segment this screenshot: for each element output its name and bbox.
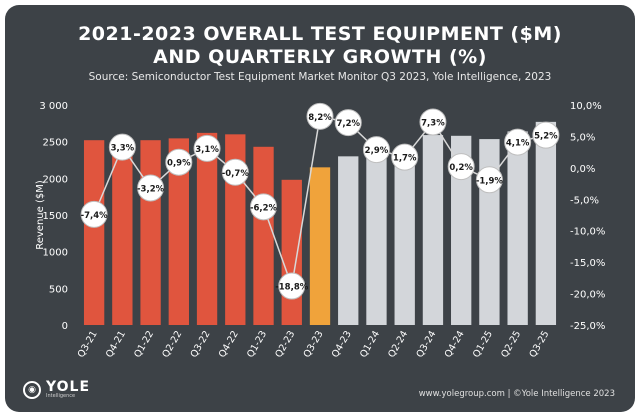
x-tick-label: Q3-25	[527, 329, 551, 360]
growth-point	[532, 121, 560, 149]
revenue-bar	[309, 167, 331, 325]
y2-tick-label: 10,0%	[570, 101, 602, 112]
revenue-bar	[168, 138, 189, 325]
revenue-bar	[281, 179, 302, 325]
x-tick-label: Q3-21	[76, 329, 100, 360]
y-tick-label: 0	[62, 321, 68, 332]
growth-point	[108, 133, 136, 161]
revenue-bar	[366, 151, 387, 325]
growth-point	[504, 128, 532, 156]
growth-data-label: 0,2%	[449, 163, 473, 173]
growth-data-label: -7,4%	[81, 211, 109, 221]
growth-point	[80, 200, 108, 228]
growth-data-label: 7,3%	[421, 118, 445, 128]
y-axis-label: Revenue ($M)	[35, 180, 46, 250]
growth-point	[362, 136, 390, 164]
y2-tick-label: -25,0%	[570, 321, 605, 332]
growth-point	[419, 108, 447, 136]
x-tick-label: Q2-24	[386, 329, 410, 360]
y-tick-label: 1000	[43, 248, 68, 259]
growth-data-label: -6,2%	[250, 203, 278, 213]
growth-data-label: 0,9%	[167, 159, 191, 169]
y2-tick-label: -5,0%	[570, 195, 599, 206]
revenue-bar	[422, 135, 444, 325]
x-tick-label: Q3-23	[302, 329, 326, 360]
growth-data-label: 3,1%	[195, 145, 219, 155]
logo-tagline: Intelligence	[46, 393, 76, 399]
chart-title-line2: AND QUARTERLY GROWTH (%)	[153, 46, 487, 68]
y2-tick-label: -10,0%	[570, 227, 605, 238]
combo-chart: 0 500 1000 1500 2000 2500 3 000 -25,0% -20,0% -15…	[35, 101, 605, 360]
y-tick-label: 1500	[43, 211, 68, 222]
y2-tick-label: 5,0%	[570, 132, 595, 143]
growth-data-label: 5,2%	[534, 132, 558, 142]
growth-data-label: 1,7%	[393, 154, 417, 164]
y-tick-label: 2000	[43, 174, 68, 185]
growth-data-label: -1,9%	[476, 176, 504, 186]
x-tick-label: Q2-25	[499, 329, 523, 360]
x-tick-label: Q2-22	[160, 329, 184, 360]
x-tick-label: Q1-25	[471, 329, 495, 360]
x-tick-label: Q4-22	[217, 329, 241, 360]
growth-point	[193, 134, 221, 162]
x-tick-label: Q4-24	[443, 329, 467, 360]
growth-data-label: 4,1%	[506, 139, 530, 149]
revenue-bar	[394, 148, 415, 325]
revenue-bar	[338, 156, 359, 325]
growth-data-label: 8,2%	[308, 113, 332, 123]
x-tick-label: Q4-21	[104, 329, 128, 360]
chart-source: Source: Semiconductor Test Equipment Mar…	[88, 71, 552, 83]
y-tick-label: 2500	[43, 138, 68, 149]
growth-point	[250, 193, 278, 221]
y2-tick-label: 0,0%	[570, 164, 595, 175]
y-tick-label: 500	[49, 284, 68, 295]
growth-data-label: -0,7%	[222, 169, 250, 179]
x-tick-label: Q3-24	[414, 329, 438, 360]
growth-point	[306, 102, 334, 130]
growth-point	[221, 158, 249, 186]
x-tick-label: Q2-23	[273, 329, 297, 360]
revenue-bar	[253, 146, 274, 325]
revenue-bar	[535, 121, 557, 325]
x-tick-label: Q1-24	[358, 329, 382, 360]
logo-icon: ◉	[23, 380, 41, 399]
revenue-bar	[451, 135, 472, 325]
growth-data-label: 2,9%	[365, 146, 389, 156]
logo-name: YOLE	[46, 379, 91, 395]
growth-point	[475, 166, 503, 194]
y2-tick-label: -20,0%	[570, 290, 605, 301]
y2-tick-label: -15,0%	[570, 258, 605, 269]
yole-logo: ◉ YOLE Intelligence	[23, 380, 90, 399]
growth-data-label: 3,3%	[111, 144, 135, 154]
x-tick-label: Q1-23	[245, 329, 269, 360]
growth-point	[165, 148, 193, 176]
chart-frame: 2021-2023 OVERALL TEST EQUIPMENT ($M) AN…	[5, 5, 635, 412]
growth-point	[137, 174, 165, 202]
growth-data-label: -3,2%	[137, 184, 165, 194]
x-tick-label: Q4-23	[330, 329, 354, 360]
y-tick-label: 3 000	[39, 101, 68, 112]
revenue-bar	[507, 131, 528, 325]
revenue-bar	[83, 140, 105, 325]
growth-point	[278, 272, 306, 300]
growth-point	[447, 153, 475, 181]
growth-point	[391, 143, 419, 171]
revenue-bar	[140, 140, 161, 325]
x-tick-label: Q3-22	[189, 329, 213, 360]
growth-point	[334, 109, 362, 137]
revenue-bar	[196, 132, 218, 325]
growth-data-label: 7,2%	[336, 119, 360, 129]
x-tick-label: Q1-22	[132, 329, 156, 360]
chart-title-line1: 2021-2023 OVERALL TEST EQUIPMENT ($M)	[78, 23, 562, 45]
growth-data-label: -18,8%	[275, 283, 308, 293]
footer-credit: www.yolegroup.com | ©Yole Intelligence 2…	[418, 389, 615, 399]
revenue-bar	[112, 141, 133, 325]
